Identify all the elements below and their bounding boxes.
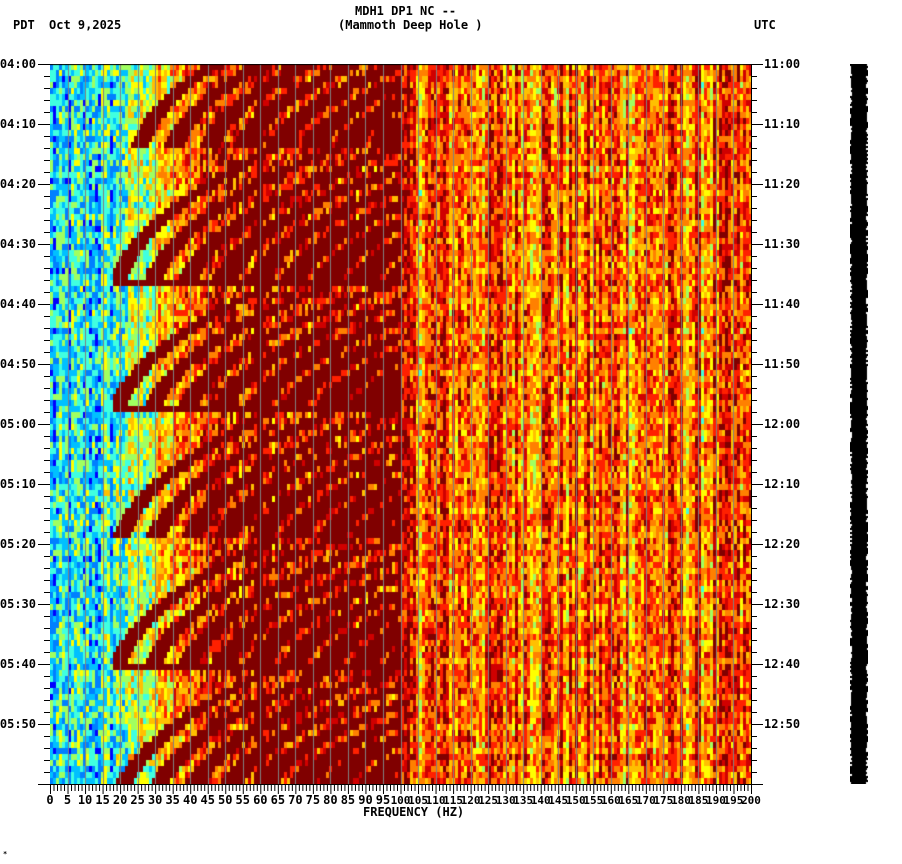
x-tick-label: 200	[741, 794, 761, 807]
right-timezone-label: UTC	[754, 18, 776, 32]
x-tick-label: 165	[618, 794, 638, 807]
x-tick-label: 175	[653, 794, 673, 807]
x-tick-label: 5	[64, 793, 71, 807]
x-tick-label: 75	[306, 793, 320, 807]
x-tick-label: 135	[513, 794, 533, 807]
y-left-tick-label: 05:00	[0, 417, 36, 431]
x-tick-label: 195	[724, 794, 744, 807]
y-right-tick-label: 12:40	[764, 657, 800, 671]
x-tick-label: 190	[706, 794, 726, 807]
x-tick-label: 70	[288, 793, 302, 807]
left-timezone-label: PDT	[13, 18, 35, 32]
y-right-tick-label: 11:10	[764, 117, 800, 131]
y-right-tick-label: 12:30	[764, 597, 800, 611]
y-right-tick-label: 11:50	[764, 357, 800, 371]
y-left-tick-label: 04:10	[0, 117, 36, 131]
x-tick-label: 160	[601, 794, 621, 807]
y-right-tick-label: 12:00	[764, 417, 800, 431]
y-left-tick-label: 05:10	[0, 477, 36, 491]
y-left-tick-label: 05:50	[0, 717, 36, 731]
y-right-tick-label: 12:50	[764, 717, 800, 731]
y-right-tick-label: 12:20	[764, 537, 800, 551]
x-tick-label: 85	[341, 793, 355, 807]
x-tick-label: 170	[636, 794, 656, 807]
y-left-tick-label: 04:20	[0, 177, 36, 191]
x-tick-label: 15	[95, 793, 109, 807]
x-tick-label: 40	[183, 793, 197, 807]
x-tick-label: 150	[566, 794, 586, 807]
y-left-tick-label: 04:40	[0, 297, 36, 311]
y-left-tick-label: 04:50	[0, 357, 36, 371]
corner-mark: *	[3, 850, 8, 858]
y-left-tick-label: 04:30	[0, 237, 36, 251]
x-tick-label: 185	[688, 794, 708, 807]
x-tick-label: 155	[583, 794, 603, 807]
y-right-tick-label: 11:40	[764, 297, 800, 311]
x-tick-label: 10	[78, 793, 92, 807]
y-left-tick-label: 05:30	[0, 597, 36, 611]
x-tick-label: 45	[200, 793, 214, 807]
x-tick-label: 50	[218, 793, 232, 807]
x-tick-label: 130	[496, 794, 516, 807]
x-tick-label: 80	[323, 793, 337, 807]
amplitude-trace-bar	[850, 64, 868, 784]
x-axis-label: FREQUENCY (HZ)	[363, 805, 465, 819]
chart-title-site: (Mammoth Deep Hole )	[338, 18, 483, 32]
x-tick-label: 65	[271, 793, 285, 807]
x-tick-label: 60	[253, 793, 267, 807]
x-tick-label: 20	[113, 793, 127, 807]
y-left-tick-label: 05:20	[0, 537, 36, 551]
y-right-tick-label: 11:30	[764, 237, 800, 251]
y-left-tick-label: 04:00	[0, 57, 36, 71]
chart-title-station: MDH1 DP1 NC --	[355, 4, 457, 18]
x-tick-label: 125	[478, 794, 498, 807]
y-right-tick-label: 11:00	[764, 57, 800, 71]
y-left-tick-label: 05:40	[0, 657, 36, 671]
x-tick-label: 55	[236, 793, 250, 807]
x-tick-label: 180	[671, 794, 691, 807]
y-right-tick-label: 11:20	[764, 177, 800, 191]
x-tick-label: 145	[548, 794, 568, 807]
y-right-tick-label: 12:10	[764, 477, 800, 491]
date-label: Oct 9,2025	[49, 18, 122, 32]
x-tick-label: 140	[531, 794, 551, 807]
x-tick-label: 30	[148, 793, 162, 807]
spectrogram-plot	[50, 64, 751, 784]
x-tick-label: 35	[165, 793, 179, 807]
x-tick-label: 25	[130, 793, 144, 807]
x-tick-label: 0	[46, 793, 53, 807]
